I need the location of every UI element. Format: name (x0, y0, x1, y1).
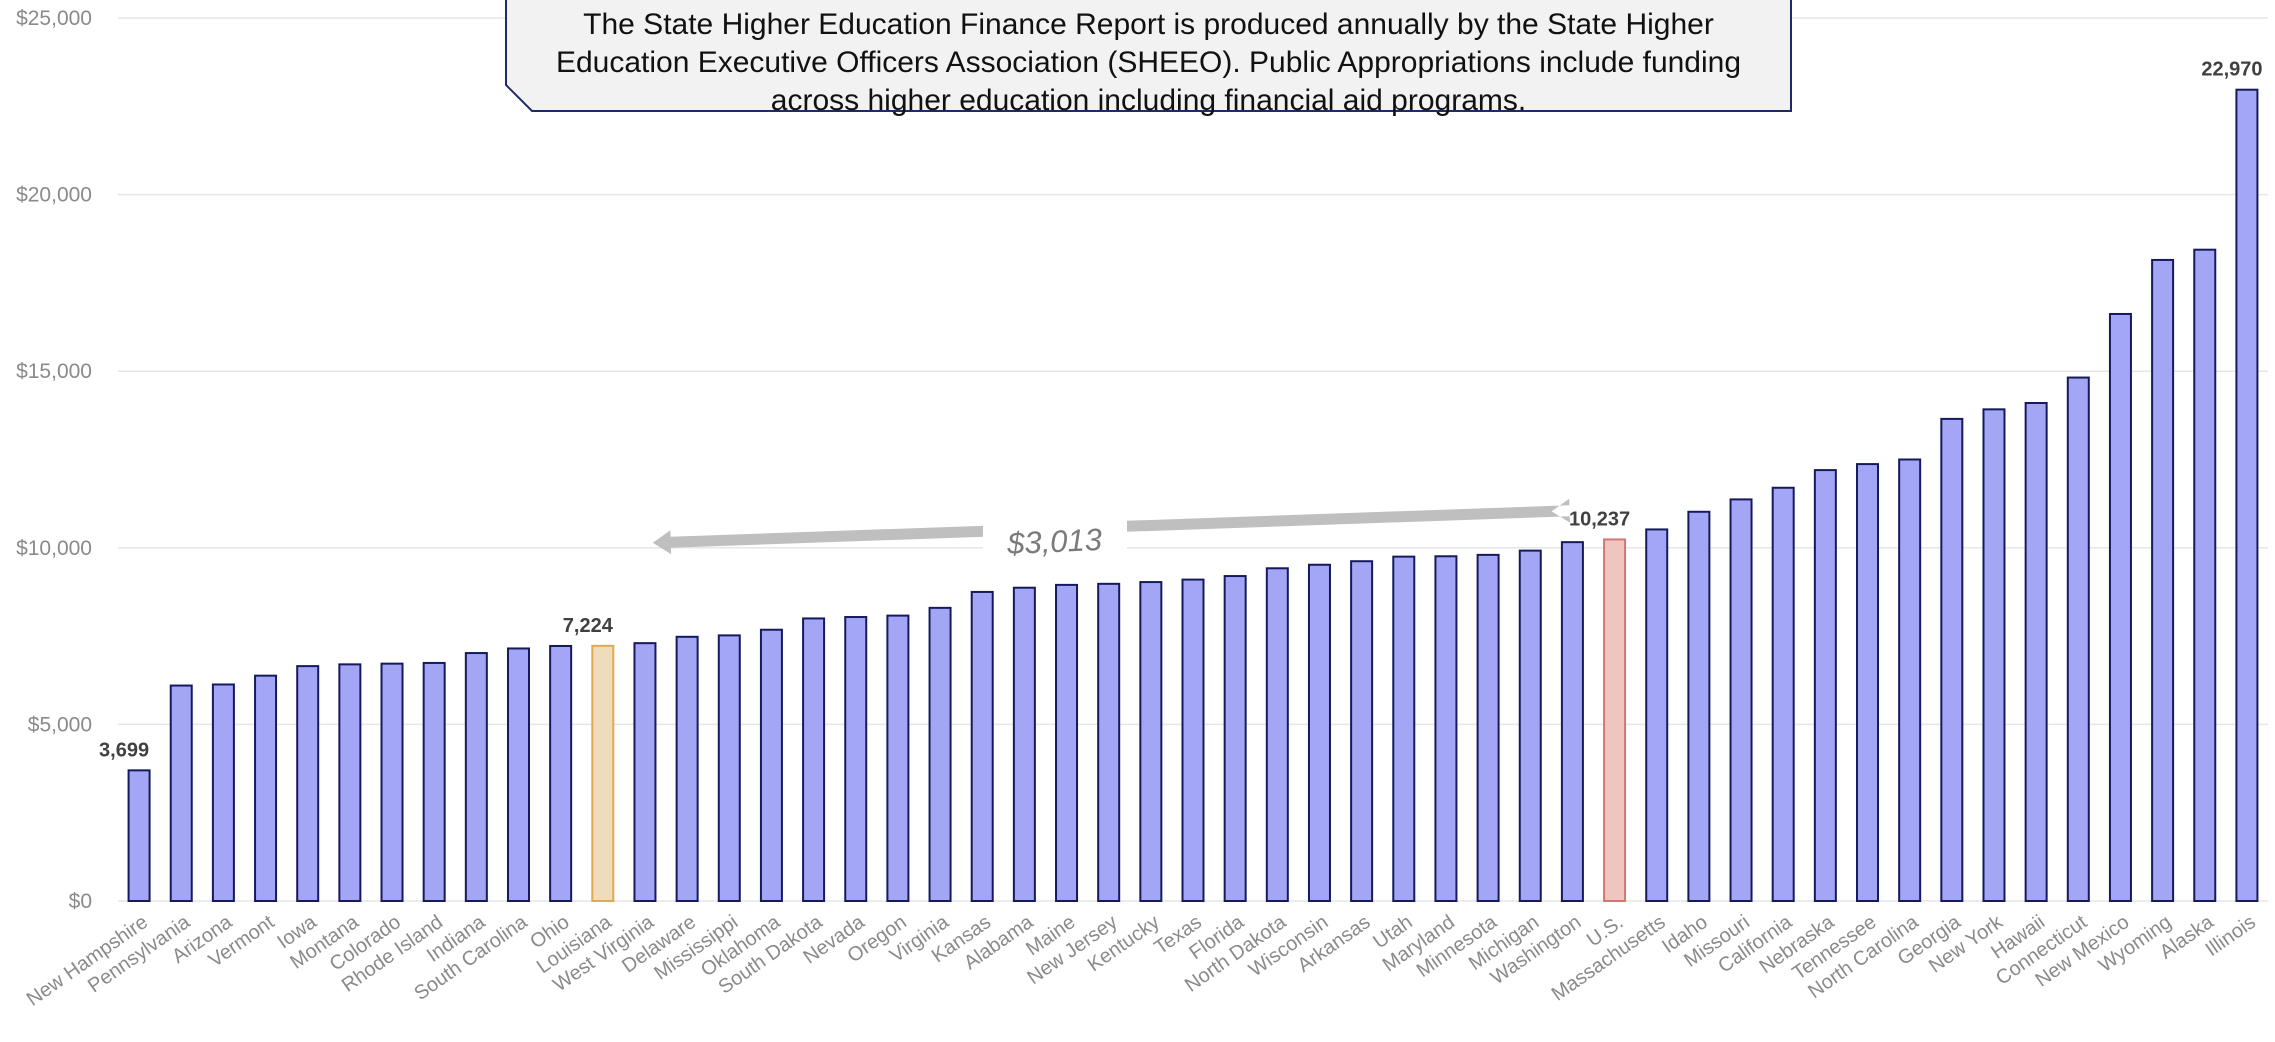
bar-minnesota (1476, 553, 1500, 902)
bar-iowa (296, 665, 320, 903)
y-tick-label: $5,000 (28, 713, 92, 736)
bar-south-carolina (506, 647, 530, 902)
y-tick-label: $15,000 (16, 360, 92, 383)
bar-alaska (2193, 248, 2217, 902)
callout-box: The State Higher Education Finance Repor… (505, 0, 1792, 117)
bar-hawaii (2024, 401, 2048, 902)
bar-wyoming (2151, 258, 2175, 902)
bar-maine (1055, 583, 1079, 902)
bar-vermont (254, 674, 278, 902)
bar-virginia (928, 606, 952, 902)
bar-massachusetts (1645, 528, 1669, 902)
bar-alabama (1012, 586, 1036, 902)
bar-california (1771, 486, 1795, 902)
difference-annotation: $3,013 (652, 498, 1570, 566)
bar-wisconsin (1307, 563, 1331, 902)
bar-kentucky (1139, 581, 1163, 903)
bar-oklahoma (759, 628, 783, 902)
bar-maryland (1434, 555, 1458, 902)
bar-new-mexico (2108, 312, 2132, 902)
bar-west-virginia (633, 642, 657, 902)
bar-georgia (1940, 417, 1964, 902)
y-tick-label: $10,000 (16, 537, 92, 560)
bar-north-dakota (1265, 567, 1289, 902)
bar-arizona (211, 683, 235, 902)
bar-north-carolina (1898, 458, 1922, 902)
data-labels: 3,699 7,224 10,237 22,970 (99, 59, 2262, 762)
bar-new-york (1982, 408, 2006, 902)
bar-missouri (1729, 498, 1753, 902)
bar-u-s (1603, 538, 1627, 902)
bar-south-dakota (802, 617, 826, 902)
bar-indiana (464, 652, 488, 902)
bar-colorado (380, 662, 404, 902)
bar-new-hampshire (127, 769, 151, 902)
bar-utah (1392, 555, 1416, 902)
bar-delaware (675, 635, 699, 902)
annotation-bg (983, 520, 1127, 566)
bar-connecticut (2066, 376, 2090, 902)
bar-montana (338, 663, 362, 903)
bar-tennessee (1856, 463, 1880, 902)
bar-pennsylvania (169, 684, 193, 902)
bar-idaho (1687, 510, 1711, 902)
bar-kansas (970, 590, 994, 902)
data-label: 3,699 (99, 739, 149, 761)
difference-label: $3,013 (1005, 522, 1102, 561)
x-category-label: Illinois (2202, 911, 2260, 961)
bar-illinois (2235, 88, 2259, 903)
y-tick-label: $20,000 (16, 184, 92, 207)
bar-rhode-island (422, 661, 446, 902)
bars (127, 88, 2259, 903)
bar-mississippi (717, 634, 741, 903)
bar-ohio (549, 644, 573, 903)
callout-text: The State Higher Education Finance Repor… (555, 8, 1742, 117)
bar-nevada (844, 616, 868, 903)
bar-arkansas (1350, 560, 1374, 903)
bar-washington (1560, 541, 1584, 902)
y-tick-label: $25,000 (16, 7, 92, 30)
bar-new-jersey (1097, 582, 1121, 903)
bar-florida (1223, 575, 1247, 903)
bar-oregon (886, 614, 910, 902)
data-label: 7,224 (563, 615, 614, 637)
y-tick-label: $0 (69, 890, 92, 913)
data-label: 10,237 (1569, 508, 1630, 530)
bar-louisiana (591, 644, 615, 902)
callout-shape (505, 0, 1792, 112)
x-axis-category-labels: New HampshirePennsylvaniaArizonaVermontI… (23, 911, 2260, 1011)
bar-nebraska (1813, 469, 1837, 902)
data-label: 22,970 (2201, 59, 2262, 81)
y-axis-tick-labels: $0 $5,000 $10,000 $15,000 $20,000 $25,000 (16, 7, 92, 913)
bar-texas (1181, 578, 1205, 902)
bar-michigan (1518, 549, 1542, 902)
